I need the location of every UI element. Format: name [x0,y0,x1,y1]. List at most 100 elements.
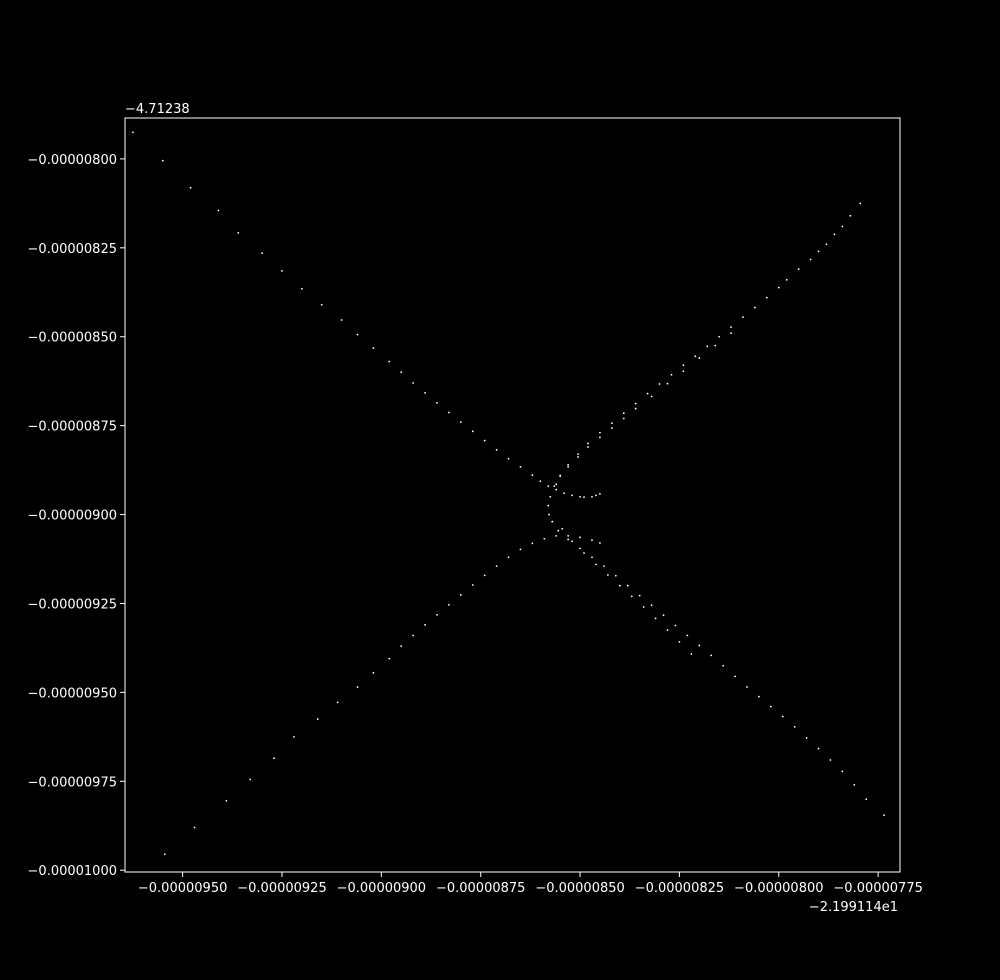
data-point [785,278,788,281]
data-point [662,614,665,617]
data-point [742,316,744,319]
x-tick-label: −0.00000800 [734,881,823,896]
data-point [547,485,550,488]
data-point [730,326,732,329]
data-point [412,634,415,637]
data-point [718,335,721,338]
data-point [531,542,534,545]
data-point [579,536,581,539]
data-point [161,159,164,162]
y-axis-ticks: −0.00000800 −0.00000825 −0.00000850 −0.0000… [28,153,125,879]
data-point [372,347,375,350]
y-tick-label: −0.00000875 [28,420,117,435]
x-tick-label: −0.00000850 [535,881,624,896]
data-point [555,483,558,486]
data-point [567,463,570,466]
data-point [543,537,546,540]
data-point [483,574,486,577]
data-point [579,495,581,498]
data-point [555,535,558,537]
y-offset-label: −4.71238 [125,102,190,117]
x-tick-label: −0.00000875 [436,881,525,896]
data-point [549,495,552,498]
data-point [300,287,303,290]
y-tick-label: −0.00000800 [28,153,117,168]
data-point [686,634,689,637]
data-point [841,770,844,773]
data-point [436,613,438,616]
data-point [320,303,323,306]
data-point [610,422,613,425]
x-tick-label: −0.00000900 [337,881,426,896]
data-point [634,402,637,405]
data-point [519,548,522,551]
data-point [519,466,522,468]
data-point [614,574,617,577]
data-point [754,306,756,309]
data-point [841,225,844,228]
data-point [448,411,450,414]
data-point [281,270,283,272]
data-point [793,725,796,728]
data-point [567,538,570,541]
data-point [622,417,625,420]
data-point [571,494,574,497]
data-point [622,412,625,415]
x-offset-label: −2.199114e1 [809,900,898,915]
data-point [797,268,800,271]
data-point [706,345,709,348]
data-point [336,701,339,704]
data-point [548,513,550,516]
data-point [883,814,886,816]
y-tick-label: −0.00000925 [28,597,117,612]
data-point [714,344,717,347]
x-tick-label: −0.00000925 [237,881,326,896]
data-point [561,527,564,530]
data-point [483,439,486,442]
data-point [650,395,653,398]
data-point [531,474,534,476]
data-point [769,705,772,708]
data-point [670,373,673,376]
data-point [163,853,166,856]
data-point [730,332,732,335]
data-point [642,606,645,608]
data-point [571,540,574,543]
data-point [132,131,134,134]
data-point [618,584,621,587]
data-point [547,504,550,507]
data-point [340,319,343,321]
data-point [805,737,808,739]
data-point [638,594,641,597]
data-point [634,407,637,410]
data-point [698,357,701,359]
data-point [809,258,812,261]
data-point [372,671,375,674]
data-point [471,430,474,433]
data-point [694,355,697,358]
data-point [539,480,542,483]
data-point [577,453,579,455]
y-tick-label: −0.00000900 [28,509,117,524]
data-point [690,653,693,655]
data-point [595,563,597,566]
data-point [626,584,629,587]
data-point [412,382,415,384]
x-tick-label: −0.00000775 [833,881,922,896]
data-point [606,574,609,576]
data-point [698,644,701,647]
data-point [583,552,585,554]
data-point [599,431,601,434]
y-tick-label: −0.00000825 [28,242,117,257]
data-point [293,735,295,738]
data-point [666,629,669,632]
data-point [356,686,359,688]
data-point [316,718,319,720]
data-point [555,488,558,491]
data-point [859,202,862,205]
data-point [591,495,593,498]
data-point [273,757,275,760]
data-point [746,686,748,688]
data-point [865,798,868,800]
